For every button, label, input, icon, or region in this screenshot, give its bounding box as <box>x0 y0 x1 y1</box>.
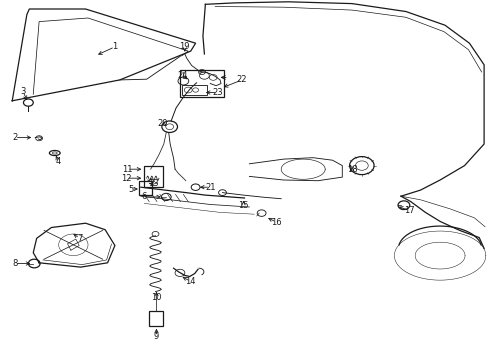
Text: 2: 2 <box>12 133 17 142</box>
Text: 24: 24 <box>177 71 187 80</box>
Bar <box>149 311 163 326</box>
Text: 9: 9 <box>154 332 159 341</box>
Text: 1: 1 <box>112 42 117 51</box>
Text: 14: 14 <box>185 277 196 286</box>
Text: 22: 22 <box>236 76 247 85</box>
Bar <box>182 85 206 95</box>
Text: 12: 12 <box>121 174 131 183</box>
Text: 21: 21 <box>204 183 215 192</box>
Bar <box>180 70 224 97</box>
Text: 11: 11 <box>122 165 132 174</box>
Text: 18: 18 <box>346 165 357 174</box>
Text: 20: 20 <box>157 118 168 127</box>
Text: 23: 23 <box>212 88 223 97</box>
Text: 16: 16 <box>270 217 281 227</box>
Text: 10: 10 <box>151 292 162 302</box>
Text: 17: 17 <box>404 206 414 215</box>
Text: 4: 4 <box>56 157 61 166</box>
Text: 5: 5 <box>128 184 133 194</box>
Bar <box>139 181 151 195</box>
Text: 13: 13 <box>147 179 158 188</box>
Text: 19: 19 <box>179 42 190 51</box>
Text: 15: 15 <box>238 201 248 210</box>
Text: 6: 6 <box>142 192 146 201</box>
Text: 8: 8 <box>12 259 17 268</box>
Text: 3: 3 <box>20 87 25 96</box>
Text: 7: 7 <box>77 234 82 243</box>
Bar <box>144 166 163 187</box>
